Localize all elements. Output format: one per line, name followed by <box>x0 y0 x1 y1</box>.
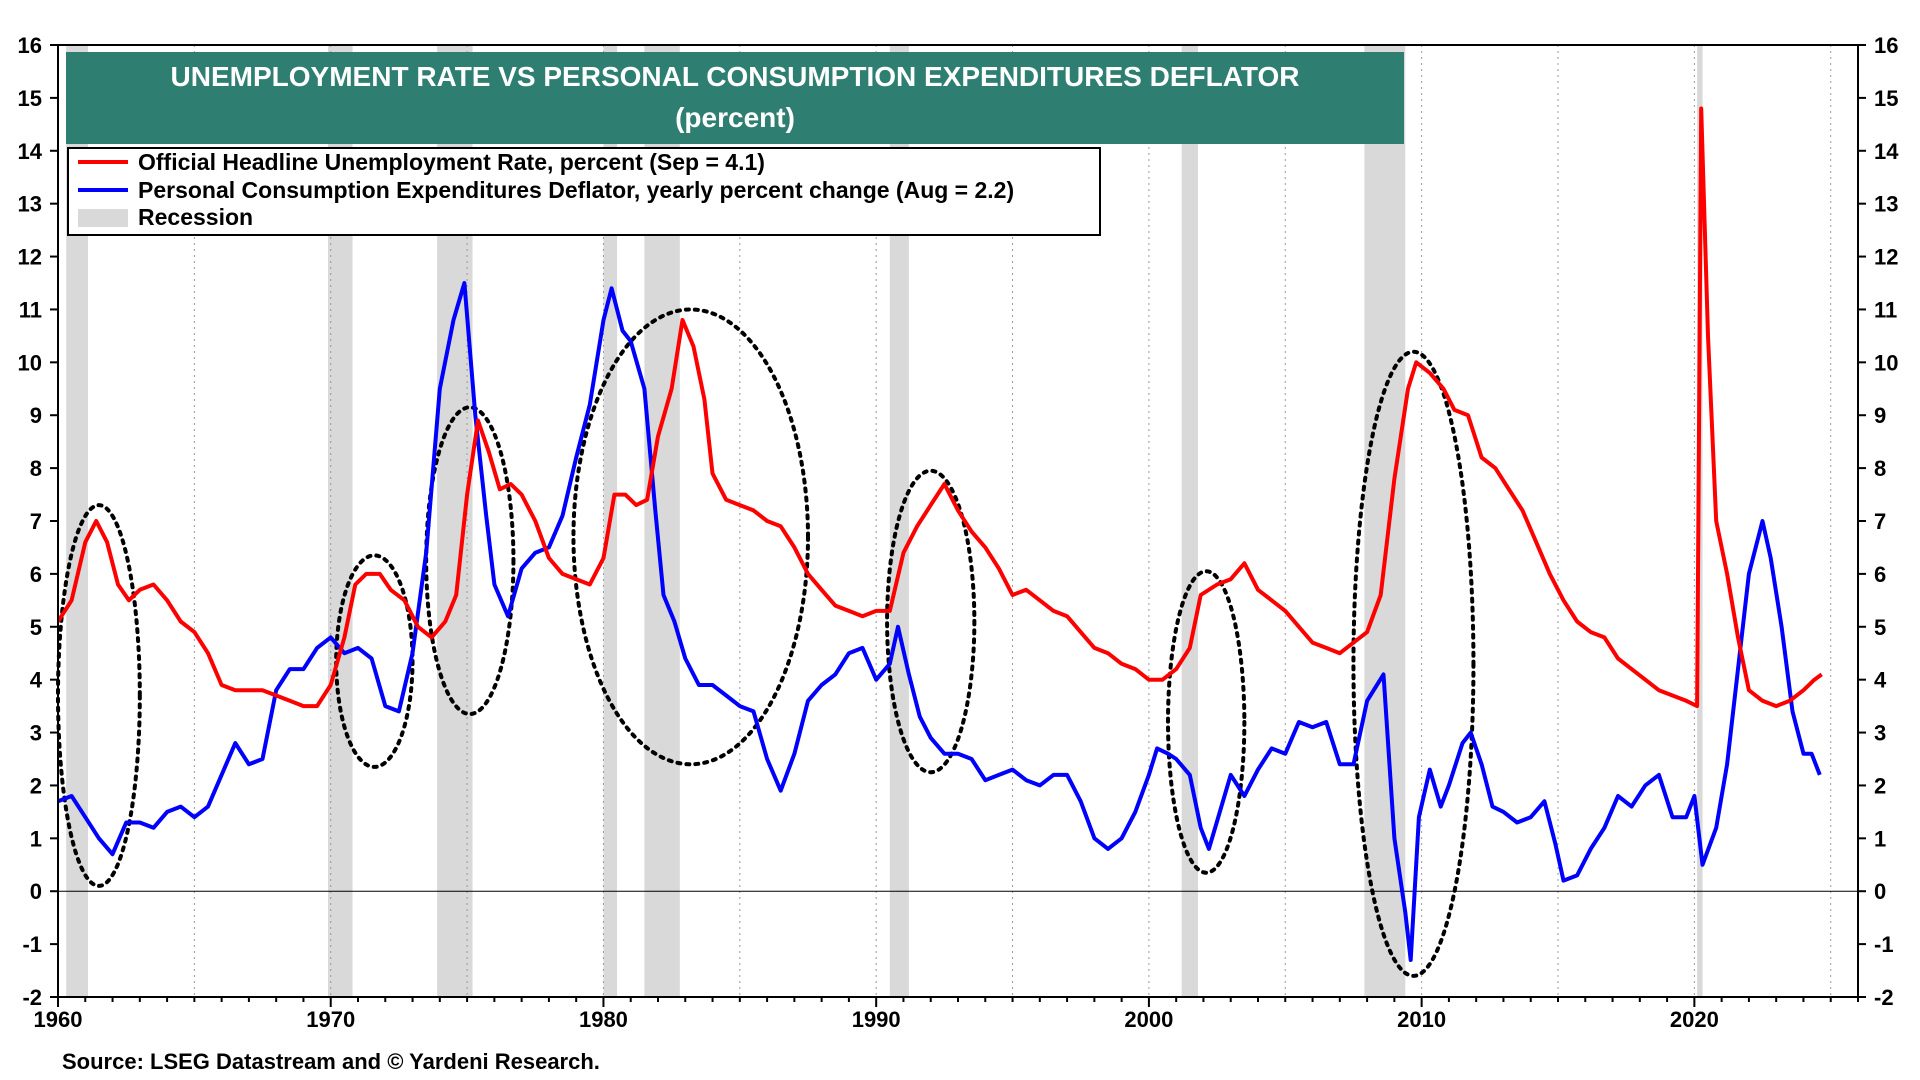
y-tick-label-left: 11 <box>19 297 42 322</box>
annotation-ellipse <box>1166 569 1247 875</box>
annotation-ellipse <box>885 468 977 775</box>
y-tick-label-right: 4 <box>1874 668 1887 693</box>
chart-title: UNEMPLOYMENT RATE VS PERSONAL CONSUMPTIO… <box>171 61 1300 92</box>
y-tick-label-left: 16 <box>18 33 42 58</box>
x-tick-label: 1980 <box>579 1007 628 1032</box>
y-tick-label-right: 11 <box>1874 297 1897 322</box>
y-tick-label-right: 16 <box>1874 33 1898 58</box>
y-tick-label-right: 3 <box>1874 721 1886 746</box>
recession-band <box>1364 45 1406 997</box>
y-tick-label-left: 15 <box>18 86 42 111</box>
y-tick-label-left: 4 <box>30 668 43 693</box>
y-tick-label-right: 8 <box>1874 456 1886 481</box>
y-tick-label-right: 10 <box>1874 350 1898 375</box>
annotation-ellipse <box>55 503 142 888</box>
recession-band <box>66 45 88 997</box>
dotted-ellipse-annotations <box>55 307 1476 978</box>
y-tick-label-left: 1 <box>30 826 42 851</box>
annotation-ellipse <box>1351 349 1476 978</box>
y-tick-label-left: 7 <box>30 509 42 534</box>
y-tick-label-right: 7 <box>1874 509 1886 534</box>
x-tick-label: 1960 <box>34 1007 83 1032</box>
legend-label-unemployment: Official Headline Unemployment Rate, per… <box>138 149 765 175</box>
y-tick-label-left: 13 <box>18 192 42 217</box>
y-tick-label-left: 2 <box>30 773 42 798</box>
y-tick-label-right: 13 <box>1874 192 1898 217</box>
legend-label-pce: Personal Consumption Expenditures Deflat… <box>138 177 1014 203</box>
y-tick-label-right: 14 <box>1874 139 1899 164</box>
y-tick-label-left: 0 <box>30 879 42 904</box>
y-tick-label-left: -1 <box>22 932 42 957</box>
y-tick-label-right: 12 <box>1874 245 1898 270</box>
y-tick-label-left: 12 <box>18 245 42 270</box>
y-tick-label-right: -2 <box>1874 985 1894 1010</box>
x-tick-label: 1990 <box>852 1007 901 1032</box>
y-tick-label-left: 6 <box>30 562 42 587</box>
recession-bands <box>66 45 1703 997</box>
recession-band <box>889 45 909 997</box>
x-tick-label: 2000 <box>1124 1007 1173 1032</box>
annotation-ellipse <box>571 307 811 767</box>
grid <box>57 45 1858 997</box>
y-tick-label-right: 9 <box>1874 403 1886 428</box>
y-tick-label-right: 6 <box>1874 562 1886 587</box>
series-line-unemployment <box>58 106 1823 709</box>
y-tick-label-left: 10 <box>18 350 42 375</box>
y-tick-label-left: 8 <box>30 456 42 481</box>
y-tick-label-right: 5 <box>1874 615 1886 640</box>
legend-label-recession: Recession <box>138 204 253 230</box>
title-box: UNEMPLOYMENT RATE VS PERSONAL CONSUMPTIO… <box>66 52 1404 144</box>
x-tick-label: 1970 <box>306 1007 355 1032</box>
x-tick-label: 2020 <box>1670 1007 1719 1032</box>
recession-band <box>1181 45 1198 997</box>
y-tick-label-right: -1 <box>1874 932 1894 957</box>
y-tick-label-right: 1 <box>1874 826 1886 851</box>
y-tick-label-right: 15 <box>1874 86 1898 111</box>
series-line-pce <box>58 281 1822 962</box>
y-tick-label-left: 14 <box>18 139 43 164</box>
y-tick-label-left: 9 <box>30 403 42 428</box>
y-tick-label-left: 5 <box>30 615 42 640</box>
legend: Official Headline Unemployment Rate, per… <box>67 147 1101 236</box>
y-tick-label-right: 0 <box>1874 879 1886 904</box>
series-lines <box>58 106 1823 962</box>
x-tick-label: 2010 <box>1397 1007 1446 1032</box>
chart-subtitle: (percent) <box>675 102 795 133</box>
y-tick-label-left: -2 <box>22 985 42 1010</box>
legend-swatch-recession <box>78 209 128 227</box>
source-note: Source: LSEG Datastream and © Yardeni Re… <box>62 1049 600 1074</box>
y-tick-label-right: 2 <box>1874 773 1886 798</box>
y-tick-label-left: 3 <box>30 721 42 746</box>
